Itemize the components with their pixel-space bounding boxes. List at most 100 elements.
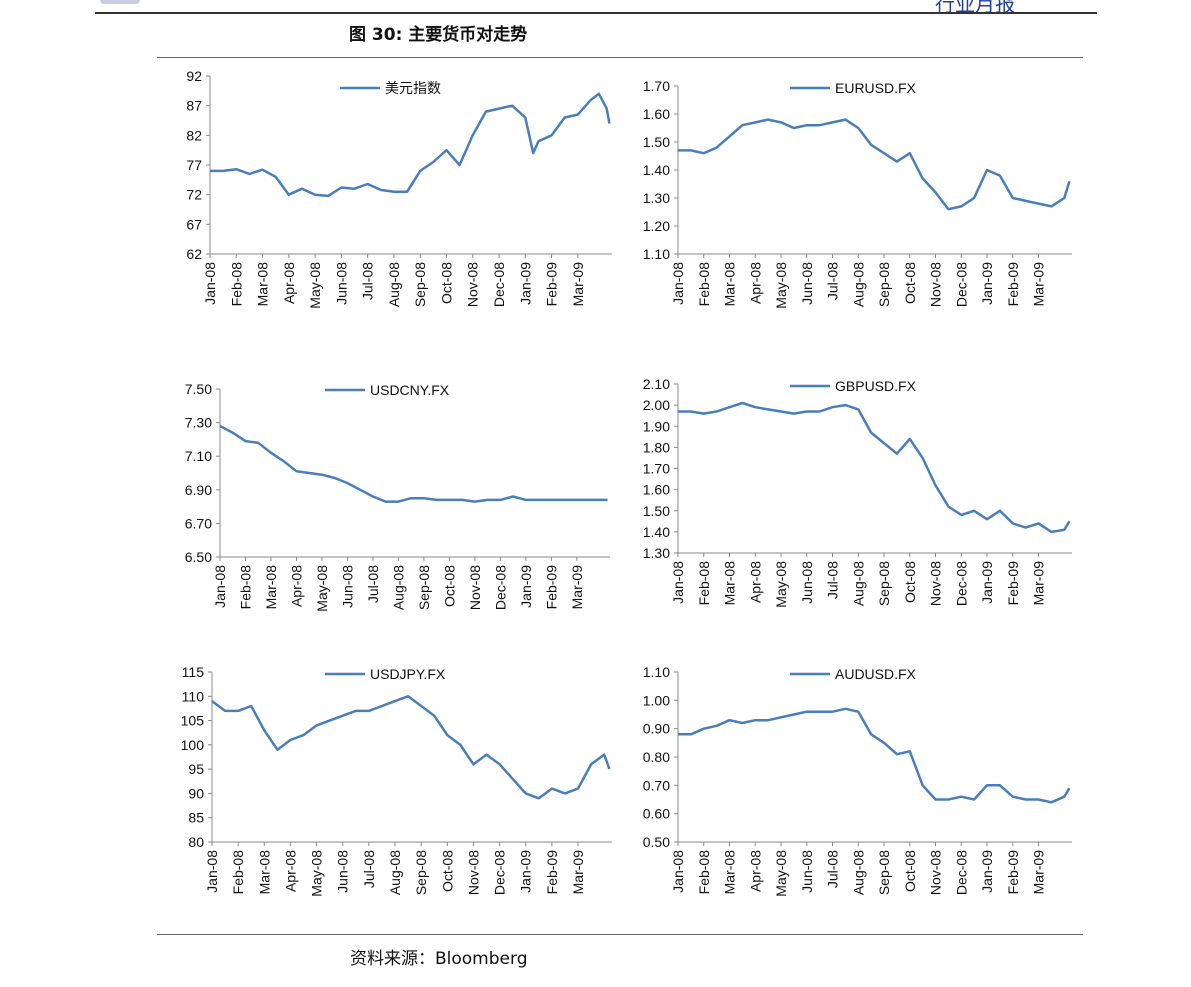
x-tick-label: May-08 (314, 565, 330, 612)
x-tick-label: Feb-09 (1005, 262, 1021, 307)
y-tick-label: 7.10 (185, 448, 212, 464)
y-tick-label: 95 (188, 761, 204, 777)
x-tick-label: Feb-09 (544, 850, 560, 895)
y-tick-label: 1.40 (643, 162, 670, 178)
legend-label: AUDUSD.FX (835, 666, 917, 682)
legend-label: USDJPY.FX (370, 666, 446, 682)
x-tick-label: Aug-08 (850, 262, 866, 307)
series-line (219, 424, 608, 503)
y-tick-label: 1.20 (643, 218, 670, 234)
figure-source: 资料来源：Bloomberg (350, 949, 528, 969)
x-tick-label: Jan-08 (670, 850, 686, 893)
figure-bottom-rule (157, 934, 1083, 935)
x-tick-label: Sep-08 (413, 850, 429, 895)
x-tick-label: Sep-08 (412, 262, 428, 307)
y-tick-label: 1.70 (643, 78, 670, 94)
x-tick-label: Sep-08 (876, 262, 892, 307)
legend-label: 美元指数 (385, 80, 441, 96)
y-tick-label: 1.30 (643, 545, 670, 561)
y-tick-label: 2.10 (643, 376, 670, 392)
x-tick-label: Mar-09 (570, 262, 586, 307)
x-tick-label: Mar-09 (570, 850, 586, 895)
gbpusd-chart: 2.102.001.901.801.701.601.501.401.30Jan-… (643, 376, 1072, 608)
y-tick-label: 7.50 (185, 381, 212, 397)
series-line (210, 92, 611, 198)
y-tick-label: 115 (182, 664, 205, 680)
x-tick-label: Oct-08 (439, 850, 455, 892)
y-tick-label: 1.10 (643, 664, 670, 680)
x-tick-label: Jan-09 (517, 262, 533, 305)
x-tick-label: Feb-08 (230, 850, 246, 895)
x-tick-label: Dec-08 (953, 262, 969, 307)
x-tick-label: Jul-08 (361, 850, 377, 888)
x-tick-label: Feb-08 (696, 850, 712, 895)
y-tick-label: 1.40 (643, 524, 670, 540)
series-line (211, 695, 611, 800)
legend-label: USDCNY.FX (370, 382, 450, 398)
x-tick-label: Dec-08 (953, 561, 969, 606)
x-tick-label: Jun-08 (333, 262, 349, 305)
x-tick-label: Mar-08 (256, 850, 272, 895)
y-tick-label: 0.90 (643, 721, 670, 737)
x-tick-label: Aug-08 (390, 565, 406, 610)
x-tick-label: Apr-08 (747, 850, 763, 892)
y-tick-label: 1.00 (643, 692, 670, 708)
company-logo (100, 0, 140, 4)
y-tick-label: 80 (188, 834, 204, 850)
header-divider (95, 12, 1097, 14)
x-tick-label: Dec-08 (492, 850, 508, 895)
y-tick-label: 87 (186, 98, 202, 114)
x-tick-label: Jul-08 (825, 850, 841, 888)
x-tick-label: Feb-09 (544, 262, 560, 307)
y-tick-label: 72 (186, 187, 202, 203)
y-tick-label: 82 (186, 127, 202, 143)
y-tick-label: 0.50 (643, 834, 670, 850)
x-tick-label: Jun-08 (335, 850, 351, 893)
y-tick-label: 1.50 (643, 503, 670, 519)
x-tick-label: Dec-08 (953, 850, 969, 895)
x-tick-label: Jan-08 (202, 262, 218, 305)
x-tick-label: Aug-08 (850, 561, 866, 606)
x-tick-label: Mar-09 (1031, 850, 1047, 895)
legend-label: EURUSD.FX (835, 80, 917, 96)
x-tick-label: Nov-08 (928, 850, 944, 895)
x-tick-label: Sep-08 (416, 565, 432, 610)
y-tick-label: 0.60 (643, 806, 670, 822)
x-tick-label: Jun-08 (799, 850, 815, 893)
y-tick-label: 0.80 (643, 749, 670, 765)
y-tick-label: 110 (182, 688, 205, 704)
y-tick-label: 1.80 (643, 439, 670, 455)
x-tick-label: May-08 (773, 850, 789, 897)
x-tick-label: Oct-08 (902, 262, 918, 304)
y-tick-label: 1.60 (643, 482, 670, 498)
y-tick-label: 6.70 (185, 515, 212, 531)
y-tick-label: 0.70 (643, 777, 670, 793)
x-tick-label: Nov-08 (465, 850, 481, 895)
x-tick-label: Jan-09 (518, 565, 534, 608)
x-tick-label: Sep-08 (876, 561, 892, 606)
x-tick-label: Sep-08 (876, 850, 892, 895)
series-line (678, 118, 1071, 211)
x-tick-label: Feb-08 (696, 561, 712, 606)
y-tick-label: 6.50 (185, 549, 212, 565)
x-tick-label: Nov-08 (928, 262, 944, 307)
x-tick-label: Mar-08 (263, 565, 279, 610)
x-tick-label: Feb-09 (543, 565, 559, 610)
x-tick-label: Dec-08 (491, 262, 507, 307)
x-tick-label: Aug-08 (387, 850, 403, 895)
y-tick-label: 1.60 (643, 106, 670, 122)
y-tick-label: 67 (186, 216, 202, 232)
x-tick-label: Mar-09 (1031, 561, 1047, 606)
x-tick-label: Oct-08 (438, 262, 454, 304)
y-tick-label: 100 (181, 737, 205, 753)
y-tick-label: 85 (188, 810, 204, 826)
x-tick-label: Jan-09 (979, 561, 995, 604)
x-tick-label: Jan-09 (518, 850, 534, 893)
y-tick-label: 1.30 (643, 190, 670, 206)
x-tick-label: Jan-09 (979, 850, 995, 893)
x-tick-label: Apr-08 (747, 561, 763, 603)
x-tick-label: Jan-08 (204, 850, 220, 893)
